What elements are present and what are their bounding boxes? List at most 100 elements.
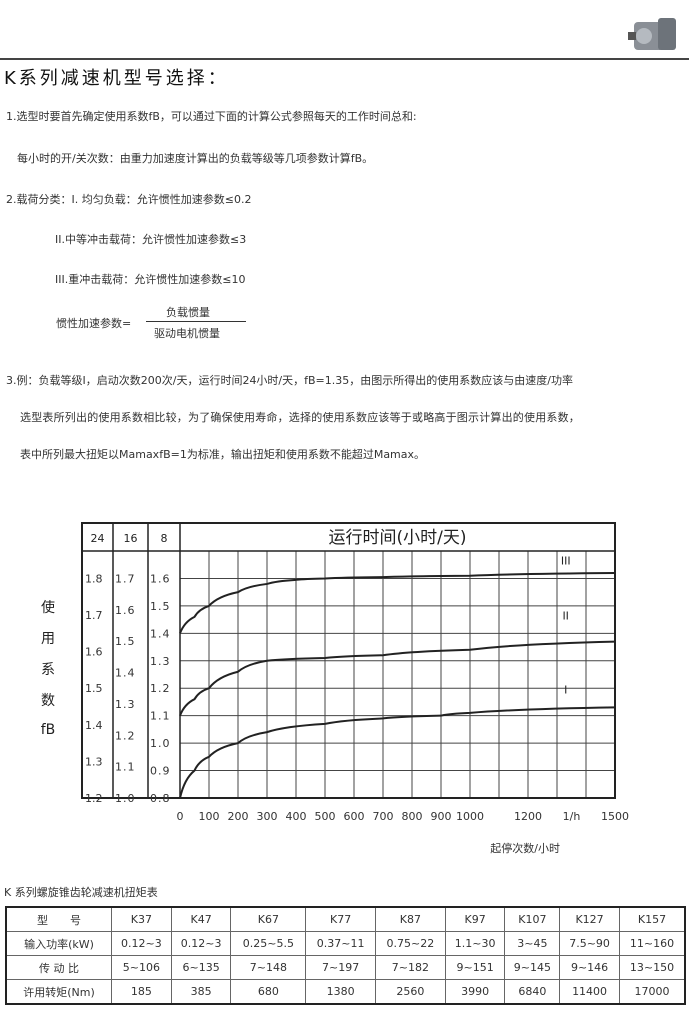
y-tick-24h: 1.3 [85, 755, 103, 768]
row-header: 输入功率(kW) [5, 931, 112, 956]
x-axis-label: 起停次数/小时 [490, 841, 560, 855]
table-cell: 7.5~90 [559, 931, 620, 956]
y-tick-8h: 1.6 [150, 572, 171, 585]
service-factor-chart: 24 16 8 运行时间(小时/天) 1.2 1.3 1.4 1.5 1.6 1.7 1.8 1.0 1… [41, 522, 629, 855]
y-axis-label-char: fB [41, 722, 56, 738]
table-cell: 17000 [618, 979, 686, 1005]
table-cell: 3~45 [504, 931, 561, 956]
hours-column-label: 8 [161, 532, 168, 545]
table-row: 输入功率(kW) 0.12~3 0.12~3 0.25~5.5 0.37~11 0.75~… [5, 931, 686, 956]
table-cell: K67 [230, 906, 307, 932]
chart-frame [81, 522, 616, 799]
formula-denominator: 驱动电机惯量 [154, 327, 220, 340]
series-label-II: II [562, 610, 569, 623]
table-cell: 11400 [559, 979, 620, 1005]
table-cell: 9~146 [559, 955, 620, 980]
paragraph-3c: 表中所列最大扭矩以MamaxfB=1为标准，输出扭矩和使用系数不能超过Mamax… [20, 448, 426, 461]
table-cell: 680 [230, 979, 307, 1005]
x-tick-label: 800 [402, 810, 423, 823]
x-tick-label: 500 [315, 810, 336, 823]
table-cell: 0.25~5.5 [230, 931, 307, 956]
page-title: K系列减速机型号选择： [4, 68, 229, 89]
table-caption: K 系列螺旋锥齿轮减速机扭矩表 [4, 886, 158, 899]
x-tick-label: 100 [199, 810, 220, 823]
y-tick-16h: 1.4 [115, 667, 136, 680]
y-tick-16h: 1.1 [115, 761, 136, 774]
paragraph-3b: 选型表所列出的使用系数相比较，为了确保使用寿命，选择的使用系数应该等于或略高于图… [20, 411, 580, 424]
table-cell: K37 [111, 906, 172, 932]
table-cell: K47 [170, 906, 232, 932]
series-line-III [179, 571, 616, 634]
y-tick-8h: 1.3 [150, 655, 171, 668]
row-header: 型 号 [5, 906, 112, 932]
table-cell: 13~150 [618, 955, 686, 980]
paragraph-3: 3.例：负载等级I，启动次数200次/天，运行时间24小时/天，fB=1.35，… [6, 374, 573, 387]
table-cell: 0.75~22 [374, 931, 446, 956]
table-cell: 2560 [374, 979, 446, 1005]
x-tick-label: 1200 [514, 810, 542, 823]
y-tick-24h: 1.4 [85, 719, 103, 732]
y-axis-label-char: 使 [41, 599, 55, 616]
y-tick-16h: 1.0 [115, 792, 136, 805]
row-header: 许用转矩(Nm) [5, 979, 112, 1005]
fraction-bar [146, 321, 246, 322]
table-cell: 0.12~3 [111, 931, 172, 956]
formula-label: 惯性加速参数= [56, 317, 132, 330]
table-cell: K77 [305, 906, 376, 932]
table-cell: K157 [618, 906, 686, 932]
formula-numerator: 负载惯量 [166, 306, 210, 319]
paragraph-2: 2.载荷分类：I. 均匀负载：允许惯性加速参数≤0.2 [6, 193, 252, 206]
y-tick-16h: 1.6 [115, 604, 136, 617]
header-rule [0, 58, 689, 60]
paragraph-2c: III.重冲击载荷：允许惯性加速参数≤10 [55, 273, 246, 286]
x-tick-label: 300 [257, 810, 278, 823]
series-line-I [179, 706, 616, 799]
table-cell: 385 [170, 979, 232, 1005]
x-tick-label: 900 [431, 810, 452, 823]
y-tick-16h: 1.2 [115, 729, 136, 742]
y-tick-24h: 1.7 [85, 609, 103, 622]
table-cell: K97 [444, 906, 506, 932]
chart-title: 运行时间(小时/天) [329, 528, 467, 548]
y-tick-16h: 1.7 [115, 572, 136, 585]
y-tick-24h: 1.5 [85, 682, 103, 695]
x-tick-label: 0 [177, 810, 184, 823]
table-cell: K87 [374, 906, 446, 932]
y-tick-24h: 1.6 [85, 646, 103, 659]
table-cell: 185 [111, 979, 172, 1005]
y-tick-24h: 1.8 [85, 572, 103, 585]
hours-column-label: 16 [124, 532, 138, 545]
table-cell: 7~197 [305, 955, 376, 980]
table-cell: 11~160 [618, 931, 686, 956]
y-tick-24h: 1.2 [85, 792, 103, 805]
series-label-I: I [564, 684, 567, 697]
table-cell: 0.37~11 [305, 931, 376, 956]
y-tick-8h: 1.2 [150, 682, 171, 695]
table-row: 传 动 比 5~106 6~135 7~148 7~197 7~182 9~151 9~145… [5, 955, 686, 980]
row-header: 传 动 比 [5, 955, 112, 980]
y-axis-label-char: 系 [41, 662, 55, 678]
y-axis-label-char: 用 [41, 631, 55, 647]
table-cell: 7~148 [230, 955, 307, 980]
table-cell: 1380 [305, 979, 376, 1005]
table-cell: 6~135 [170, 955, 232, 980]
y-tick-8h: 1.5 [150, 600, 171, 613]
table-cell: K127 [559, 906, 620, 932]
series-label-III: III [561, 555, 571, 568]
x-tick-label: 400 [286, 810, 307, 823]
table-cell: 0.12~3 [170, 931, 232, 956]
table-cell: K107 [504, 906, 561, 932]
y-tick-16h: 1.5 [115, 635, 136, 648]
y-tick-8h: 1.0 [150, 737, 171, 750]
paragraph-1b: 每小时的开/关次数：由重力加速度计算出的负载等级等几项参数计算fB。 [17, 152, 374, 165]
series-line-II [179, 640, 616, 717]
y-tick-8h: 0.9 [150, 765, 171, 778]
hours-column-label: 24 [91, 532, 105, 545]
torque-table: 型 号 K37 K47 K67 K77 K87 K97 K107 K127 K157 输入功率(kW… [5, 906, 686, 1005]
y-tick-16h: 1.3 [115, 698, 136, 711]
table-cell: 5~106 [111, 955, 172, 980]
table-cell: 1.1~30 [444, 931, 506, 956]
x-tick-label: 1000 [456, 810, 484, 823]
x-tick-label: 1500 [601, 810, 629, 823]
